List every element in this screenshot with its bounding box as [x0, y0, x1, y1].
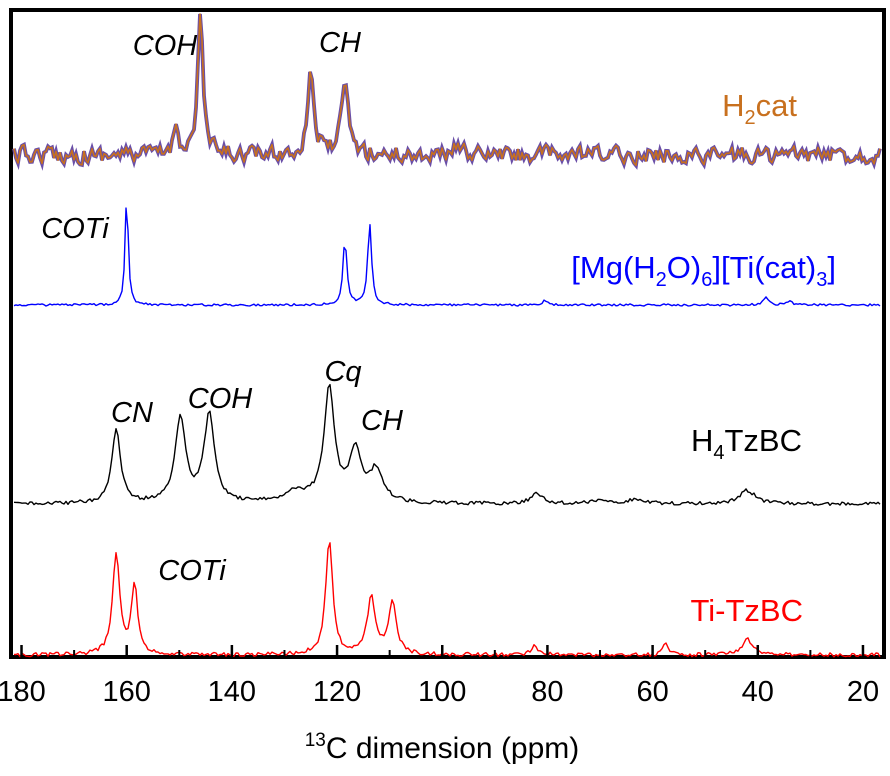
x-tick-label: 100 — [418, 676, 466, 708]
series-labels: H2cat [Mg(H2O)6][Ti(cat)3] H4TzBC Ti-TzBC — [571, 88, 836, 628]
peak-annotation: COTi — [158, 555, 227, 587]
peak-annotation: COH — [133, 30, 198, 62]
peak-annotation: Cq — [324, 356, 361, 388]
series-label: H4TzBC — [691, 423, 802, 464]
peak-annotation: CH — [361, 405, 403, 437]
series-trace-1 — [13, 207, 881, 307]
series-trace-3 — [13, 542, 881, 658]
peak-annotation: COTi — [41, 213, 110, 245]
x-tick-label: 180 — [0, 676, 46, 708]
x-tick-label: 80 — [531, 676, 563, 708]
spectra-traces — [12, 13, 882, 658]
x-tick-label: 140 — [208, 676, 256, 708]
peak-annotation: COH — [188, 383, 253, 415]
series-label: Ti-TzBC — [691, 593, 804, 628]
peak-annotation: CH — [319, 27, 361, 59]
plot-frame — [9, 8, 886, 659]
series-trace-0 — [13, 13, 881, 167]
x-tick-label: 60 — [636, 676, 668, 708]
series-label: H2cat — [722, 88, 797, 129]
series-label: [Mg(H2O)6][Ti(cat)3] — [571, 250, 836, 291]
x-tick-label: 160 — [103, 676, 151, 708]
x-axis: 180 160 140 120 100 80 60 40 20 — [0, 645, 879, 708]
x-tick-label: 40 — [742, 676, 774, 708]
x-tick-label: 120 — [313, 676, 361, 708]
series-trace-2 — [13, 383, 881, 506]
x-tick-label: 20 — [847, 676, 879, 708]
x-axis-title: 13C dimension (ppm) — [305, 730, 580, 765]
peak-annotation: CN — [111, 397, 153, 429]
